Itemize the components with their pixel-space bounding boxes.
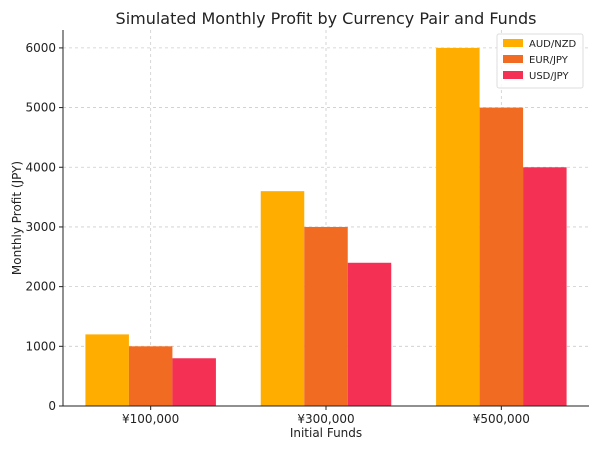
- legend-swatch: [503, 55, 523, 63]
- bar-aud-nzd-1: [260, 191, 305, 406]
- y-tick-label: 4000: [25, 160, 56, 174]
- y-tick-label: 0: [48, 399, 56, 413]
- x-tick-label: ¥300,000: [297, 412, 354, 426]
- bars: [85, 47, 567, 407]
- bar-eur-jpy-1: [304, 226, 348, 406]
- x-ticks: ¥100,000 ¥300,000 ¥500,000: [122, 406, 530, 426]
- y-tick-label: 2000: [25, 280, 56, 294]
- bar-aud-nzd-2: [436, 47, 480, 407]
- bar-aud-nzd-0: [85, 334, 129, 406]
- x-axis-label: Initial Funds: [290, 426, 362, 440]
- bar-eur-jpy-2: [479, 107, 524, 406]
- x-tick-label: ¥100,000: [122, 412, 179, 426]
- legend-label: EUR/JPY: [529, 55, 569, 66]
- chart-title: Simulated Monthly Profit by Currency Pai…: [116, 9, 537, 28]
- y-tick-label: 5000: [25, 101, 56, 115]
- y-tick-label: 6000: [25, 41, 56, 55]
- y-ticks: 0 1000 2000 3000 4000 5000 6000: [25, 41, 63, 413]
- bar-usd-jpy-2: [523, 167, 567, 406]
- bar-eur-jpy-0: [128, 346, 173, 406]
- x-tick-label: ¥500,000: [473, 412, 530, 426]
- y-axis-label: Monthly Profit (JPY): [10, 161, 24, 275]
- y-tick-label: 3000: [25, 220, 56, 234]
- legend-swatch: [503, 71, 523, 79]
- legend: AUD/NZD EUR/JPY USD/JPY: [496, 33, 584, 89]
- y-tick-label: 1000: [25, 339, 56, 353]
- bar-usd-jpy-1: [347, 262, 392, 406]
- bar-usd-jpy-0: [172, 358, 216, 406]
- legend-label: USD/JPY: [529, 71, 569, 82]
- legend-label: AUD/NZD: [529, 39, 577, 50]
- legend-swatch: [503, 39, 523, 47]
